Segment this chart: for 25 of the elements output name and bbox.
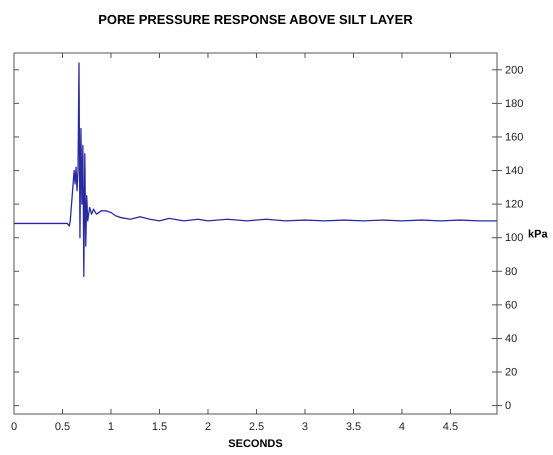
y-tick-label: 40 [505,332,518,345]
chart-title: PORE PRESSURE RESPONSE ABOVE SILT LAYER [98,12,414,27]
y-tick-label: 180 [505,98,524,110]
x-axis-title: SECONDS [228,438,283,450]
x-tick-label: 0.5 [54,420,70,433]
x-tick-label: 1.5 [152,420,168,433]
y-axis-title: kPa [528,228,548,240]
x-tick-label: 3 [302,420,308,433]
x-tick-label: 4 [398,420,406,433]
x-tick-label: 2.5 [248,420,264,433]
line-series [13,62,498,277]
x-tick-label: 4.5 [442,420,458,433]
y-tick-label: 140 [505,165,524,178]
y-tick-label: 100 [505,232,524,244]
x-tick-label: 0 [10,420,18,433]
x-tick-label: 2 [204,420,212,433]
y-tick-label: 160 [505,131,524,144]
y-tick-label: 200 [505,64,524,76]
y-tick-label: 60 [505,299,518,312]
x-tick-label: 1 [108,420,114,433]
y-tick-label: 20 [505,366,518,379]
y-tick-label: 120 [505,198,524,211]
y-tick-label: 0 [505,400,512,412]
x-tick-label: 3.5 [346,420,362,433]
y-tick-label: 80 [505,266,518,278]
